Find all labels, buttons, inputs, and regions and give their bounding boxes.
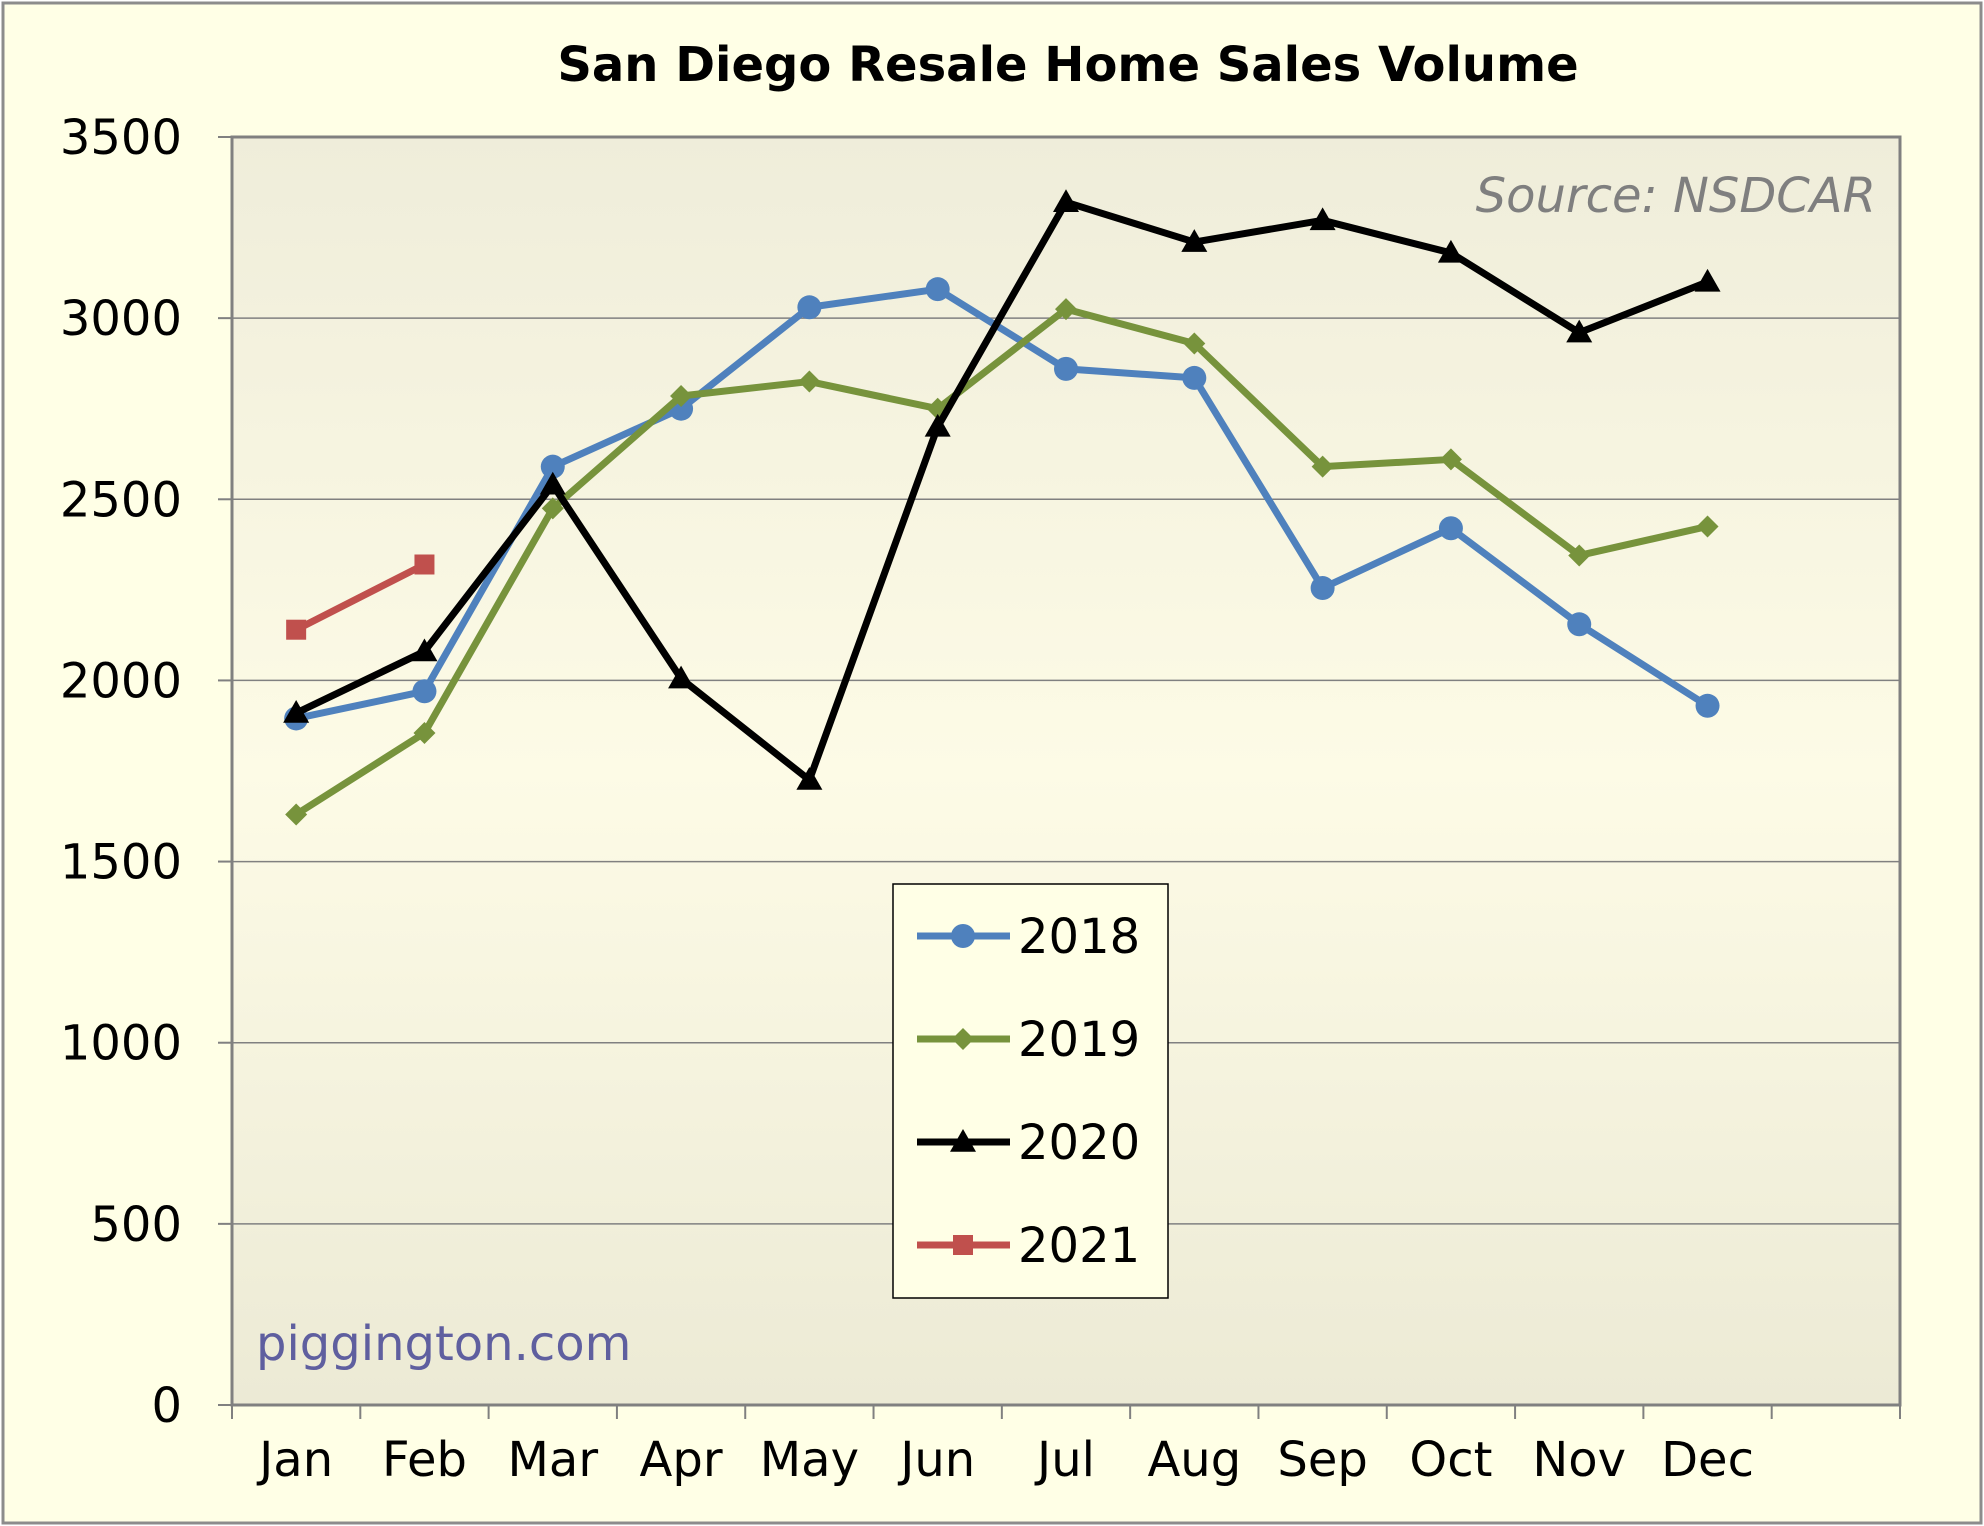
legend-item-2021: 2021 [917, 1218, 1140, 1274]
legend-marker [952, 1028, 974, 1050]
data-point-2020 [1566, 319, 1593, 343]
legend-item-2020: 2020 [917, 1115, 1140, 1171]
legend-item-2019: 2019 [917, 1012, 1140, 1068]
y-tick-label: 500 [90, 1197, 182, 1253]
watermark-text: piggington.com [256, 1316, 631, 1372]
y-tick-label: 2500 [60, 472, 182, 528]
data-point-2018 [1695, 693, 1720, 718]
series-lines [283, 189, 1721, 826]
y-tick-label: 1000 [60, 1016, 182, 1072]
legend-box [892, 883, 1169, 1299]
legend-label: 2020 [1018, 1115, 1140, 1171]
data-point-2018 [925, 277, 950, 302]
series-line-2018 [295, 285, 1710, 722]
data-point-2019 [1311, 455, 1334, 478]
data-point-2021 [286, 619, 307, 640]
data-point-2019 [1696, 515, 1719, 538]
data-point-2020 [283, 700, 310, 723]
data-point-2019 [1055, 298, 1077, 321]
data-point-2020 [1181, 229, 1208, 252]
x-tick-label: Mar [507, 1432, 598, 1488]
x-tick-label: Sep [1277, 1432, 1367, 1488]
x-tick-label: Apr [640, 1432, 723, 1488]
legend-label: 2021 [1018, 1218, 1140, 1274]
y-tick-label: 2000 [60, 653, 182, 709]
data-point-2019 [285, 803, 308, 826]
x-tick-label: May [760, 1432, 859, 1488]
x-tick-label: Oct [1409, 1432, 1492, 1488]
data-point-2019 [670, 385, 693, 408]
x-tick-label: Jun [897, 1432, 975, 1488]
data-point-2018 [1054, 356, 1078, 381]
chart-title: San Diego Resale Home Sales Volume [557, 37, 1578, 93]
x-tick-label: Jul [1034, 1432, 1095, 1488]
data-point-2020 [924, 413, 951, 437]
legend: 2018 2019 2020 2021 [892, 883, 1169, 1299]
data-point-2018 [797, 295, 822, 320]
y-tick-label: 0 [151, 1378, 182, 1434]
series-line-2019 [294, 305, 1709, 818]
data-point-2018 [412, 679, 437, 704]
series-line-2021 [294, 561, 427, 633]
data-point-2020 [1437, 239, 1464, 263]
data-point-2018 [1182, 365, 1207, 390]
axes: 0 500 1000 1500 2000 2500 3000 3500 Jan Feb Mar Apr… [60, 110, 1901, 1488]
legend-marker [951, 924, 975, 948]
data-point-2021 [414, 554, 435, 575]
data-point-2020 [668, 665, 695, 689]
legend-marker [950, 1129, 976, 1152]
data-point-2018 [1310, 576, 1335, 601]
data-point-2018 [1438, 516, 1463, 541]
y-tick-label: 1500 [60, 835, 182, 891]
series-2019 [285, 298, 1719, 826]
data-point-2020 [1309, 207, 1336, 231]
x-tick-label: Nov [1532, 1432, 1626, 1488]
x-tick-label: Aug [1147, 1432, 1241, 1488]
data-point-2020 [796, 767, 823, 790]
data-point-2019 [1183, 332, 1206, 355]
data-point-2019 [798, 370, 821, 393]
data-point-2019 [1568, 544, 1591, 567]
x-tick-label: Jan [256, 1432, 333, 1488]
data-point-2018 [540, 454, 565, 479]
y-tick-label: 3500 [60, 110, 182, 166]
series-line-2020 [294, 198, 1709, 784]
legend-marker [953, 1235, 973, 1255]
data-point-2018 [1567, 612, 1592, 637]
data-point-2020 [539, 471, 566, 495]
series-2021 [286, 554, 435, 640]
legend-label: 2019 [1018, 1012, 1140, 1068]
data-point-2019 [1439, 448, 1462, 471]
legend-label: 2018 [1018, 909, 1140, 965]
source-annotation: Source: NSDCAR [1476, 168, 1876, 224]
series-2020 [283, 189, 1721, 790]
data-point-2020 [1053, 189, 1079, 212]
legend-item-2018: 2018 [917, 909, 1140, 965]
y-tick-label: 3000 [60, 291, 182, 347]
data-point-2020 [411, 638, 438, 662]
data-point-2019 [541, 497, 564, 520]
data-point-2020 [1694, 268, 1721, 292]
x-tick-label: Dec [1661, 1432, 1754, 1488]
data-point-2019 [413, 721, 436, 744]
x-tick-label: Feb [382, 1432, 467, 1488]
